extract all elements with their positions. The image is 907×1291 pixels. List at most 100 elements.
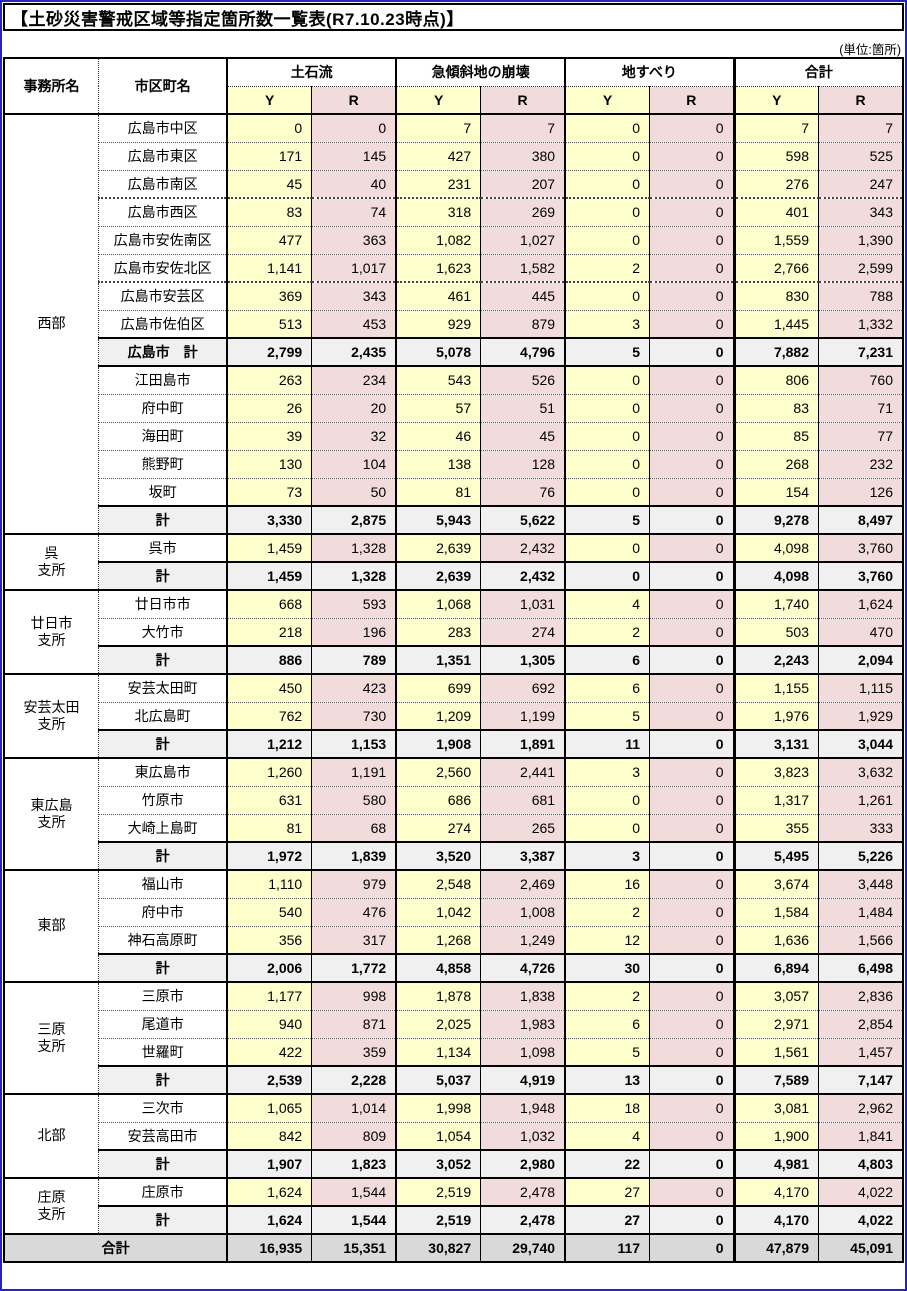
value-cell: 1,445: [732, 309, 819, 338]
value-cell: 0: [649, 1149, 735, 1179]
value-cell: 1,032: [480, 1121, 566, 1150]
municipality-cell: 庄原市: [98, 1177, 229, 1206]
value-cell: 3,131: [732, 729, 819, 759]
value-cell: 0: [564, 477, 650, 506]
value-cell: 0: [649, 1065, 735, 1095]
value-cell: 1,624: [818, 589, 903, 618]
value-cell: 1,017: [311, 253, 397, 282]
value-cell: 0: [649, 141, 735, 170]
value-cell: 4,981: [732, 1149, 819, 1179]
header-category-steep-slope: 急傾斜地の崩壊: [395, 58, 566, 87]
header-category-total: 合計: [732, 58, 903, 87]
municipality-cell: 福山市: [98, 869, 229, 898]
value-cell: 27: [564, 1205, 650, 1235]
value-cell: 2,854: [818, 1009, 903, 1038]
table-row: 広島市安佐北区 1,141 1,017 1,623 1,582 2 0 2,766 2,599: [4, 253, 903, 282]
value-cell: 0: [649, 1177, 735, 1206]
value-cell: 2,478: [480, 1177, 566, 1206]
total-row: 計 2,539 2,228 5,037 4,919 13 0 7,589 7,147: [4, 1065, 903, 1095]
value-cell: 0: [649, 505, 735, 535]
value-cell: 4,803: [818, 1149, 903, 1179]
value-cell: 1,908: [395, 729, 481, 759]
value-cell: 0: [649, 869, 735, 898]
value-cell: 0: [564, 225, 650, 254]
value-cell: 2,560: [395, 757, 481, 786]
value-cell: 681: [480, 785, 566, 814]
value-cell: 1,177: [227, 981, 312, 1010]
value-cell: 1,268: [395, 925, 481, 954]
municipality-cell: 計: [98, 841, 229, 871]
municipality-cell: 神石高原町: [98, 925, 229, 954]
value-cell: 0: [649, 1037, 735, 1066]
municipality-cell: 府中市: [98, 897, 229, 926]
value-cell: 1,544: [311, 1177, 397, 1206]
table-row: 世羅町 422 359 1,134 1,098 5 0 1,561 1,457: [4, 1037, 903, 1066]
value-cell: 513: [227, 309, 312, 338]
value-cell: 470: [818, 617, 903, 646]
header-y: Y: [395, 85, 481, 115]
value-cell: 4,022: [818, 1205, 903, 1235]
value-cell: 1,317: [732, 785, 819, 814]
municipality-cell: 安芸太田町: [98, 673, 229, 702]
value-cell: 503: [732, 617, 819, 646]
value-cell: 3: [564, 841, 650, 871]
office-name-cell: 三原 支所: [4, 981, 100, 1094]
value-cell: 0: [564, 449, 650, 478]
value-cell: 2,980: [480, 1149, 566, 1179]
table-row: 大崎上島町 81 68 274 265 0 0 355 333: [4, 813, 903, 842]
grand-total-label: 合計: [4, 1233, 229, 1262]
value-cell: 218: [227, 617, 312, 646]
total-row: 広島市 計 2,799 2,435 5,078 4,796 5 0 7,882 7,231: [4, 337, 903, 367]
total-row: 計 1,624 1,544 2,519 2,478 27 0 4,170 4,022: [4, 1205, 903, 1235]
value-cell: 16: [564, 869, 650, 898]
value-cell: 0: [649, 309, 735, 338]
value-cell: 940: [227, 1009, 312, 1038]
table-body: 西部 広島市中区 0 0 7 7 0 0 7 7 広島市東区 171 145 427 380 0 0 598 525…: [4, 113, 903, 1262]
total-row: 計 1,459 1,328 2,639 2,432 0 0 4,098 3,760: [4, 561, 903, 591]
value-cell: 1,998: [395, 1093, 481, 1122]
value-cell: 668: [227, 589, 312, 618]
value-cell: 0: [564, 533, 650, 562]
value-cell: 7,231: [818, 337, 903, 367]
value-cell: 343: [818, 197, 903, 226]
value-cell: 2: [564, 981, 650, 1010]
value-cell: 1,839: [311, 841, 397, 871]
value-cell: 1,155: [732, 673, 819, 702]
value-cell: 879: [480, 309, 566, 338]
value-cell: 85: [732, 421, 819, 450]
designation-count-table: 事務所名 市区町名 土石流 急傾斜地の崩壊 地すべり 合計 Y R Y R Y …: [3, 57, 904, 1263]
value-cell: 1,191: [311, 757, 397, 786]
value-cell: 274: [480, 617, 566, 646]
value-cell: 1,332: [818, 309, 903, 338]
value-cell: 1,098: [480, 1037, 566, 1066]
value-cell: 1,907: [227, 1149, 312, 1179]
value-cell: 0: [649, 365, 735, 394]
value-cell: 1,624: [227, 1205, 312, 1235]
value-cell: 2,799: [227, 337, 312, 367]
value-cell: 0: [649, 589, 735, 618]
value-cell: 871: [311, 1009, 397, 1038]
value-cell: 830: [732, 281, 819, 310]
value-cell: 401: [732, 197, 819, 226]
table-row: 海田町 39 32 46 45 0 0 85 77: [4, 421, 903, 450]
value-cell: 2,548: [395, 869, 481, 898]
value-cell: 2,962: [818, 1093, 903, 1122]
value-cell: 138: [395, 449, 481, 478]
table-header: 事務所名 市区町名 土石流 急傾斜地の崩壊 地すべり 合計 Y R Y R Y …: [4, 58, 903, 115]
value-cell: 1,457: [818, 1037, 903, 1066]
value-cell: 1,110: [227, 869, 312, 898]
value-cell: 5,037: [395, 1065, 481, 1095]
value-cell: 0: [564, 393, 650, 422]
value-cell: 7: [395, 113, 481, 142]
value-cell: 2,519: [395, 1177, 481, 1206]
value-cell: 343: [311, 281, 397, 310]
value-cell: 4,796: [480, 337, 566, 367]
value-cell: 2,478: [480, 1205, 566, 1235]
value-cell: 0: [564, 113, 650, 142]
value-cell: 0: [649, 729, 735, 759]
value-cell: 3,052: [395, 1149, 481, 1179]
value-cell: 1,561: [732, 1037, 819, 1066]
value-cell: 2: [564, 253, 650, 282]
value-cell: 207: [480, 169, 566, 198]
value-cell: 30,827: [395, 1233, 481, 1262]
